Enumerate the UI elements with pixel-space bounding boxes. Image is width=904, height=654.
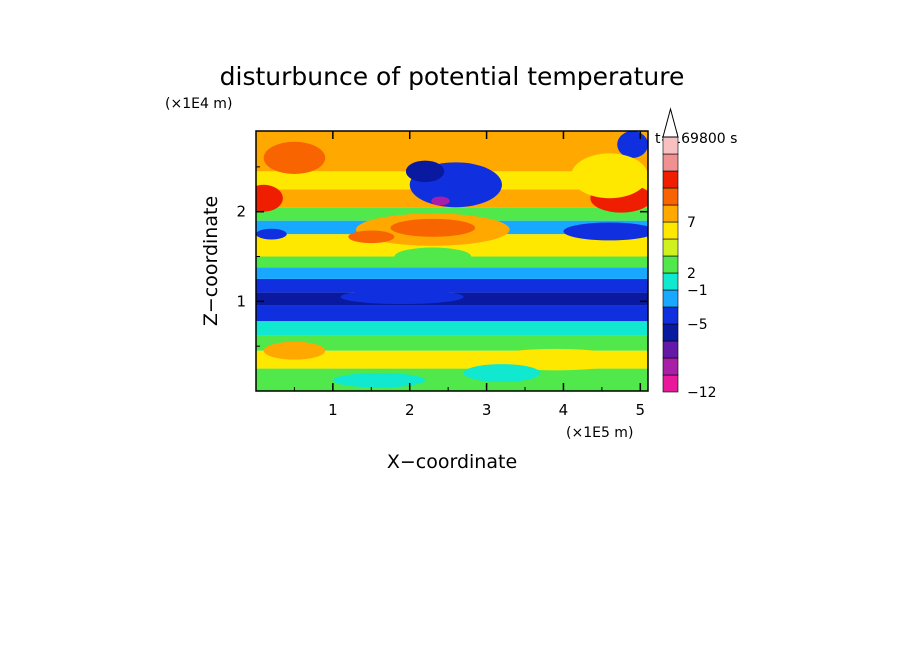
contour-feature-8 xyxy=(256,184,283,212)
contour-band-2 xyxy=(256,335,648,351)
colorbar-tick-label: −5 xyxy=(687,317,708,333)
contour-band-6 xyxy=(256,278,648,293)
y-axis-label: Z−coordinate xyxy=(200,196,222,326)
y-scale-label: (×1E4 m) xyxy=(165,96,232,112)
contour-feature-16 xyxy=(486,348,625,371)
colorbar-extend-arrow xyxy=(662,107,679,138)
contour-feature-13 xyxy=(256,228,287,240)
colorbar-swatch xyxy=(662,136,679,155)
contour-feature-17 xyxy=(463,364,541,383)
colorbar-tick-label: −1 xyxy=(687,283,708,299)
colorbar-tick-label: −12 xyxy=(687,385,717,401)
colorbar-swatch xyxy=(662,340,679,359)
colorbar-swatch xyxy=(662,187,679,206)
contour-feature-18 xyxy=(332,373,426,388)
colorbar-swatch xyxy=(662,289,679,308)
contour-feature-14 xyxy=(340,289,464,305)
colorbar-tick-label: 7 xyxy=(687,215,696,231)
colorbar: −12 −5 −12 7 xyxy=(662,107,717,401)
colorbar-swatch xyxy=(662,255,679,274)
contour-band-3 xyxy=(256,321,648,336)
x-tick-label: 4 xyxy=(559,401,569,419)
x-tick-label: 1 xyxy=(328,401,338,419)
colorbar-swatch xyxy=(662,204,679,223)
colorbar-tick-label: 2 xyxy=(687,266,696,282)
contour-band-7 xyxy=(256,267,648,279)
colorbar-swatch xyxy=(662,170,679,189)
x-tick-label: 3 xyxy=(482,401,492,419)
x-scale-label: (×1E5 m) xyxy=(566,425,633,441)
y-tick-label: 2 xyxy=(236,203,246,221)
contour-feature-3 xyxy=(394,247,472,266)
contour-feature-1 xyxy=(390,218,476,237)
colorbar-swatch xyxy=(662,357,679,376)
contour-band-11 xyxy=(256,207,648,221)
contour-feature-10 xyxy=(571,153,648,199)
plot-area xyxy=(256,131,648,391)
colorbar-swatch xyxy=(662,238,679,257)
colorbar-swatch xyxy=(662,272,679,291)
colorbar-swatch xyxy=(662,374,679,393)
contour-feature-5 xyxy=(405,160,445,183)
colorbar-swatch xyxy=(662,323,679,342)
y-axis-ticks: 12 xyxy=(236,166,648,347)
contour-band-4 xyxy=(256,305,648,322)
contour-feature-6 xyxy=(431,196,450,206)
contour-feature-15 xyxy=(263,341,326,360)
contour-feature-11 xyxy=(263,141,326,175)
contour-feature-2 xyxy=(348,230,395,244)
colorbar-swatch xyxy=(662,306,679,325)
contour-band-0 xyxy=(256,368,648,391)
y-tick-label: 1 xyxy=(236,292,246,310)
contour-feature-7 xyxy=(617,131,648,158)
contour-feature-12 xyxy=(563,222,648,241)
x-tick-label: 2 xyxy=(405,401,415,419)
colorbar-swatch xyxy=(662,153,679,172)
colorbar-swatch xyxy=(662,221,679,240)
x-axis-label: X−coordinate xyxy=(387,451,517,473)
plot-frame xyxy=(255,130,649,392)
x-tick-label: 5 xyxy=(636,401,646,419)
chart-title: disturbunce of potential temperature xyxy=(220,62,685,91)
x-axis-ticks: 1 2 3 4 5 xyxy=(293,131,646,419)
